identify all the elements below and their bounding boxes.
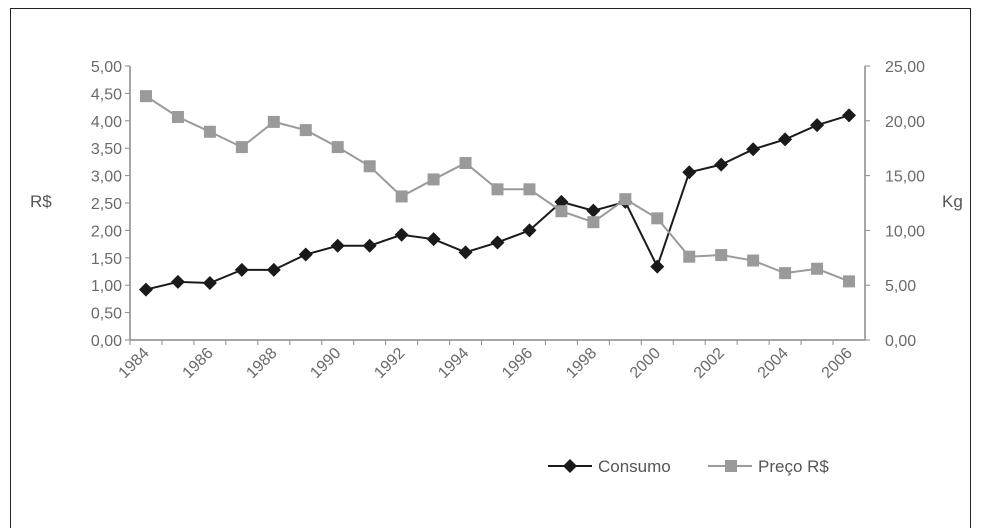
- left-tick-label: 0,00: [91, 333, 122, 350]
- data-point-preco: [459, 156, 472, 169]
- left-tick-label: 4,50: [91, 86, 122, 103]
- data-point-consumo: [234, 262, 249, 277]
- data-point-preco: [779, 267, 792, 280]
- left-tick-label: 3,00: [91, 169, 122, 186]
- data-point-consumo: [170, 274, 185, 289]
- right-tick-label: 5,00: [885, 278, 916, 295]
- data-point-preco: [299, 124, 312, 137]
- data-point-consumo: [298, 247, 313, 262]
- data-point-consumo: [650, 259, 665, 274]
- right-tick-label: 10,00: [885, 223, 925, 240]
- data-point-consumo: [714, 157, 729, 172]
- chart-axes: 0,00 0,50 1,00 1,50 2,00 2,50 3,00 3,50 4,00 4,50…: [91, 59, 925, 382]
- data-point-consumo: [746, 142, 761, 157]
- data-point-preco: [267, 115, 280, 128]
- data-point-preco: [619, 193, 632, 206]
- data-point-preco: [811, 262, 824, 275]
- data-point-consumo: [842, 108, 857, 123]
- data-point-consumo: [138, 282, 153, 297]
- legend-preco-label: Preço R$: [758, 457, 829, 476]
- x-tick-label: 1984: [116, 345, 153, 382]
- data-point-preco: [555, 205, 568, 218]
- data-point-preco: [203, 125, 216, 138]
- x-tick-label: 2000: [627, 345, 664, 382]
- data-point-preco: [139, 90, 152, 103]
- data-point-preco: [747, 254, 760, 267]
- data-point-consumo: [394, 227, 409, 242]
- data-point-preco: [843, 275, 856, 288]
- data-point-preco: [587, 216, 600, 229]
- data-point-consumo: [458, 245, 473, 260]
- data-point-preco: [235, 141, 248, 154]
- data-point-preco: [395, 190, 408, 203]
- left-tick-label: 2,50: [91, 196, 122, 213]
- legend: Consumo Preço R$: [548, 457, 829, 476]
- right-tick-label: 20,00: [885, 114, 925, 131]
- data-point-consumo: [362, 238, 377, 253]
- line-chart: 0,00 0,50 1,00 1,50 2,00 2,50 3,00 3,50 4,00 4,50…: [30, 59, 963, 476]
- left-axis-title: R$: [30, 192, 52, 211]
- right-tick-label: 0,00: [885, 333, 916, 350]
- left-tick-label: 5,00: [91, 59, 122, 76]
- left-tick-label: 4,00: [91, 114, 122, 131]
- legend-consumo-marker: [563, 459, 577, 473]
- right-tick-label: 25,00: [885, 59, 925, 76]
- data-point-preco: [683, 250, 696, 263]
- x-tick-label: 2002: [691, 345, 728, 382]
- data-point-consumo: [810, 118, 825, 133]
- left-tick-label: 0,50: [91, 306, 122, 323]
- data-point-preco: [651, 212, 664, 225]
- legend-consumo-label: Consumo: [598, 457, 671, 476]
- data-point-preco: [363, 160, 376, 173]
- x-tick-label: 1986: [180, 345, 217, 382]
- x-tick-label: 1994: [435, 345, 472, 382]
- left-tick-label: 3,50: [91, 141, 122, 158]
- data-point-preco: [427, 173, 440, 186]
- series-layer: [138, 90, 857, 297]
- x-tick-label: 1992: [371, 345, 408, 382]
- data-point-consumo: [682, 165, 697, 180]
- left-tick-label: 2,00: [91, 223, 122, 240]
- data-point-consumo: [202, 276, 217, 291]
- right-tick-label: 15,00: [885, 169, 925, 186]
- left-tick-label: 1,00: [91, 278, 122, 295]
- data-point-preco: [171, 110, 184, 123]
- data-point-preco: [331, 141, 344, 154]
- data-point-consumo: [426, 232, 441, 247]
- data-point-consumo: [778, 132, 793, 147]
- chart-frame: [10, 8, 971, 528]
- data-point-consumo: [266, 262, 281, 277]
- data-point-consumo: [490, 235, 505, 250]
- data-point-preco: [523, 183, 536, 196]
- legend-preco-marker: [725, 460, 737, 472]
- x-tick-label: 1996: [499, 345, 536, 382]
- data-point-preco: [715, 249, 728, 262]
- x-tick-label: 2004: [755, 345, 792, 382]
- data-point-consumo: [522, 223, 537, 238]
- x-tick-label: 1998: [563, 345, 600, 382]
- right-axis-title: Kg: [942, 192, 963, 211]
- x-tick-label: 1990: [307, 345, 344, 382]
- x-tick-label: 2006: [819, 345, 856, 382]
- left-tick-label: 1,50: [91, 251, 122, 268]
- data-point-preco: [491, 183, 504, 196]
- x-tick-label: 1988: [243, 345, 280, 382]
- data-point-consumo: [330, 238, 345, 253]
- data-point-consumo: [586, 203, 601, 218]
- series-line-0: [145, 114, 850, 291]
